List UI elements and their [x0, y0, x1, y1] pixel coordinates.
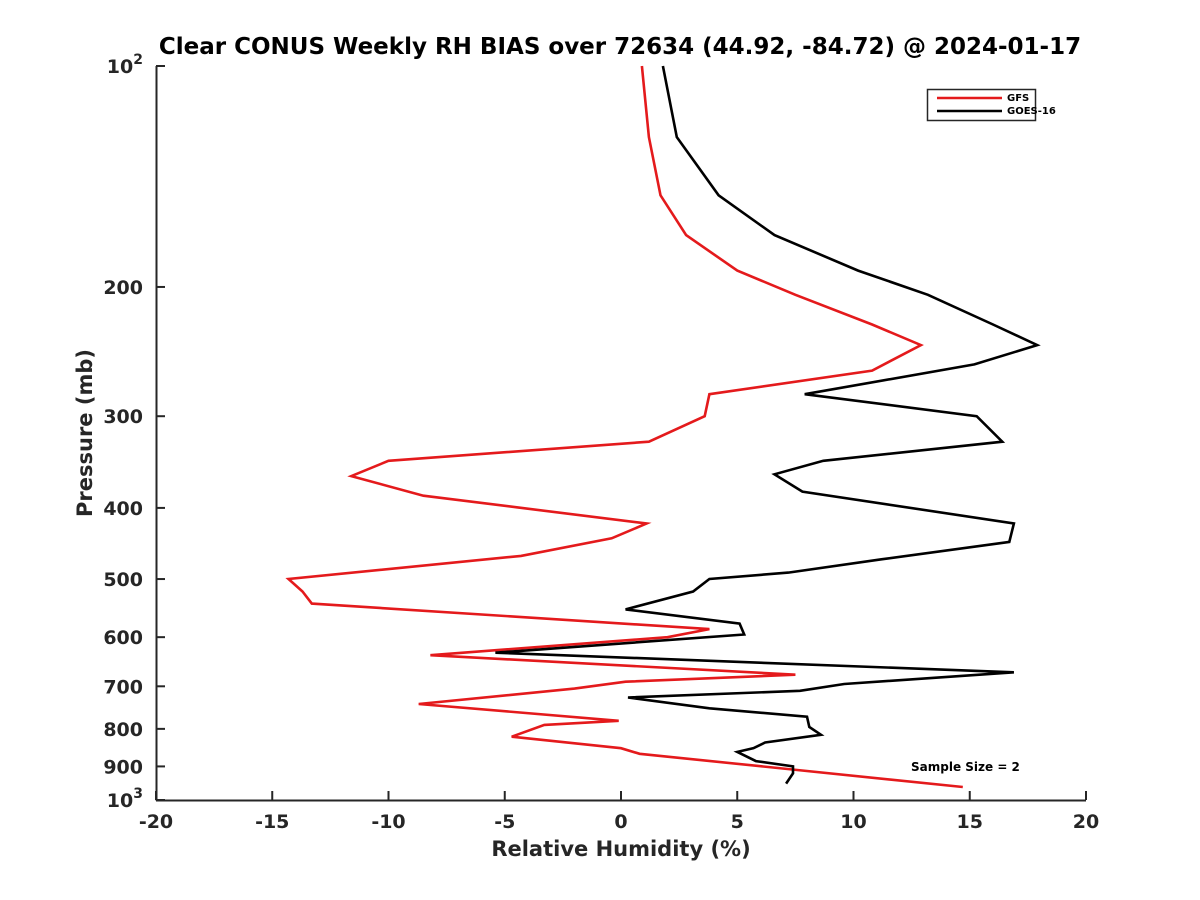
y-tick-label: 800	[103, 719, 143, 741]
axes	[155, 66, 1086, 802]
y-tick-label: 600	[103, 627, 143, 649]
y-tick-label-base: 400	[103, 498, 143, 520]
x-tick-label: 5	[731, 811, 744, 833]
y-tick-label-base: 200	[103, 277, 143, 299]
legend-box	[926, 88, 1037, 122]
legend: GFS GOES-16	[926, 88, 1056, 122]
chart-title: Clear CONUS Weekly RH BIAS over 72634 (4…	[159, 34, 1081, 60]
legend-label-gfs: GFS	[1007, 93, 1029, 104]
x-tick-label: 0	[614, 811, 627, 833]
y-tick-label: 700	[103, 676, 143, 698]
y-tick-label-base: 10	[107, 790, 133, 812]
x-tick-label: 10	[840, 811, 866, 833]
y-tick-label-base: 600	[103, 627, 143, 649]
series-layer	[285, 65, 1041, 789]
y-tick-label-base: 700	[103, 676, 143, 698]
x-tick-label: -15	[255, 811, 289, 833]
x-axis-label: Relative Humidity (%)	[491, 837, 750, 861]
x-ticks: -20 -15 -10 -5 0 5 10 15 20	[139, 791, 1099, 833]
y-tick-label-base: 300	[103, 406, 143, 428]
x-tick-label: -10	[371, 811, 405, 833]
legend-label-goes16: GOES-16	[1007, 106, 1056, 117]
x-tick-label: 15	[957, 811, 983, 833]
y-tick-label-exponent: 3	[133, 786, 143, 802]
series-line-gfs	[285, 65, 963, 789]
sample-size-annotation: Sample Size = 2	[911, 760, 1020, 774]
y-axis-label: Pressure (mb)	[73, 349, 97, 517]
y-tick-label-base: 500	[103, 569, 143, 591]
x-tick-label: -20	[139, 811, 173, 833]
y-tick-label: 102	[107, 52, 143, 78]
y-tick-label: 900	[103, 756, 143, 778]
y-tick-label: 103	[107, 786, 143, 812]
x-tick-label: 20	[1073, 811, 1099, 833]
y-tick-label: 200	[103, 277, 143, 299]
y-tick-label-base: 800	[103, 719, 143, 741]
y-tick-label-base: 10	[107, 56, 133, 78]
series-line-goes16	[495, 65, 1041, 785]
x-tick-label: -5	[494, 811, 515, 833]
y-tick-label: 300	[103, 406, 143, 428]
y-tick-label: 400	[103, 498, 143, 520]
y-tick-label-base: 900	[103, 756, 143, 778]
y-tick-label: 500	[103, 569, 143, 591]
y-tick-label-exponent: 2	[133, 52, 143, 68]
